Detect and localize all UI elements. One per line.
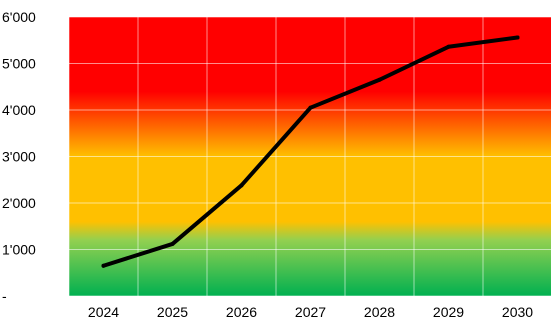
data-point xyxy=(170,241,175,246)
y-tick-label: 1'000 xyxy=(2,242,36,258)
x-tick-label: 2027 xyxy=(295,304,326,320)
data-point xyxy=(515,35,520,40)
x-tick-label: 2024 xyxy=(88,304,119,320)
data-point xyxy=(377,77,382,82)
y-tick-label: 4'000 xyxy=(2,102,36,118)
data-point xyxy=(101,263,106,268)
x-axis-tick-labels: 2024 2025 2026 2027 2028 2029 2030 xyxy=(88,304,533,320)
x-tick-label: 2028 xyxy=(364,304,395,320)
x-tick-label: 2029 xyxy=(433,304,464,320)
y-tick-label: 3'000 xyxy=(2,149,36,165)
data-point xyxy=(446,44,451,49)
x-tick-label: 2030 xyxy=(502,304,533,320)
y-tick-label: 2'000 xyxy=(2,195,36,211)
data-point xyxy=(239,183,244,188)
data-point xyxy=(308,105,313,110)
series-group xyxy=(101,35,520,268)
y-tick-label: 6'000 xyxy=(2,9,36,25)
x-tick-label: 2026 xyxy=(226,304,257,320)
x-tick-label: 2025 xyxy=(157,304,188,320)
y-tick-label: - xyxy=(2,288,7,304)
y-axis-tick-labels: - 1'000 2'000 3'000 4'000 5'000 6'000 xyxy=(2,9,36,304)
grid-lines xyxy=(68,16,551,297)
y-tick-label: 5'000 xyxy=(2,56,36,72)
